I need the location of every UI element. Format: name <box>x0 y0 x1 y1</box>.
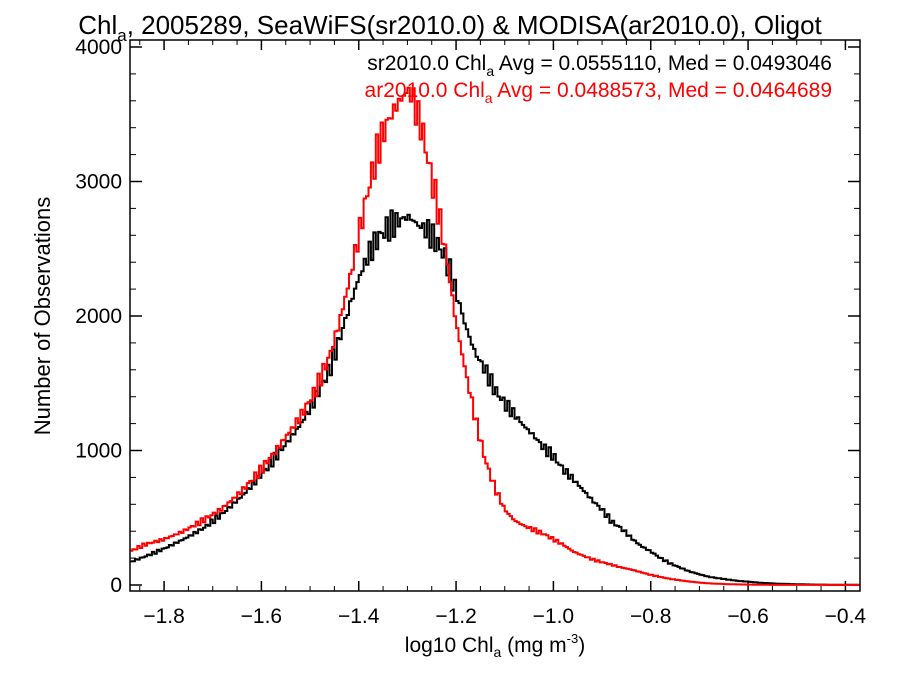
chart-title: Chla, 2005289, SeaWiFS(sr2010.0) & MODIS… <box>78 10 822 45</box>
tick-marks <box>130 40 860 591</box>
y-tick-label: 4000 <box>75 36 122 59</box>
y-tick-label: 0 <box>110 574 122 597</box>
series-line-sr2010-0 <box>130 209 860 586</box>
x-tick-label: −0.8 <box>630 605 671 628</box>
x-tick-label: −1.6 <box>241 605 282 628</box>
x-axis-label: log10 Chla (mg m-3) <box>405 631 585 660</box>
series-layer <box>130 86 860 586</box>
x-tick-label: −0.6 <box>727 605 768 628</box>
series-line-ar2010-0 <box>130 86 860 586</box>
plot-area <box>129 39 861 592</box>
x-tick-label: −1.2 <box>435 605 476 628</box>
x-tick-label: −1.0 <box>533 605 574 628</box>
x-tick-label: −1.4 <box>338 605 380 628</box>
y-tick-label: 3000 <box>75 171 122 194</box>
x-tick-label: −1.8 <box>143 605 184 628</box>
legend-entry-sr2010: sr2010.0 Chla Avg = 0.0555110, Med = 0.0… <box>367 52 832 79</box>
y-tick-label: 2000 <box>75 305 122 328</box>
x-axis-tick-labels: −1.8 −1.6 −1.4 −1.2 −1.0 −0.8 −0.6 −0.4 <box>143 605 866 628</box>
legend: sr2010.0 Chla Avg = 0.0555110, Med = 0.0… <box>365 52 832 106</box>
y-tick-label: 1000 <box>75 440 122 463</box>
y-axis-label: Number of Observations <box>30 197 55 435</box>
plot-frame <box>129 39 861 592</box>
y-axis-tick-labels: 0 1000 2000 3000 4000 <box>75 36 122 597</box>
chart-title-subscript: a <box>117 26 127 45</box>
legend-entry-ar2010: ar2010.0 Chla Avg = 0.0488573, Med = 0.0… <box>365 79 832 106</box>
x-tick-label: −0.4 <box>825 605 867 628</box>
